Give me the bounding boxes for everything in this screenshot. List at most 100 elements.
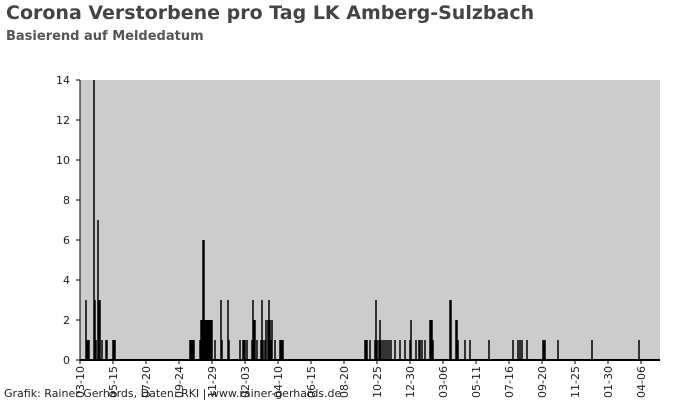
y-tick-label: 0	[63, 354, 70, 367]
bar	[369, 340, 371, 360]
bar	[638, 340, 640, 360]
y-tick-label: 2	[63, 314, 70, 327]
bar	[192, 340, 194, 360]
bar	[519, 340, 521, 360]
x-tick-label: 03-06	[437, 366, 450, 398]
bar	[419, 340, 421, 360]
bar	[87, 340, 89, 360]
x-tick-label: 05-11	[470, 366, 483, 398]
bar	[456, 320, 458, 360]
bar	[220, 300, 222, 360]
bar	[105, 340, 107, 360]
x-tick-label: 09-20	[536, 366, 549, 398]
bar	[449, 300, 451, 360]
bar	[431, 320, 433, 360]
bar	[86, 340, 88, 360]
bar	[469, 340, 471, 360]
bar	[455, 320, 457, 360]
bar	[379, 320, 381, 360]
bar	[199, 340, 201, 360]
bar	[430, 320, 432, 360]
bar	[542, 340, 544, 360]
bar	[95, 340, 97, 360]
bar	[517, 340, 519, 360]
bar	[365, 340, 367, 360]
bar	[421, 340, 423, 360]
bar	[243, 340, 245, 360]
bar	[193, 340, 195, 360]
bar	[228, 340, 230, 360]
bar	[97, 220, 99, 360]
bar	[101, 340, 103, 360]
bar	[191, 340, 193, 360]
bar	[253, 320, 255, 360]
bar	[457, 340, 459, 360]
bar	[214, 340, 216, 360]
x-tick-label: 03-10	[74, 366, 87, 398]
bar	[279, 340, 281, 360]
bar	[98, 300, 100, 360]
bar	[544, 340, 546, 360]
bar	[376, 340, 378, 360]
bar	[424, 340, 426, 360]
bar	[251, 340, 253, 360]
bar	[190, 340, 192, 360]
bar	[364, 340, 366, 360]
x-tick-label: 08-20	[338, 366, 351, 398]
y-tick-label: 14	[56, 74, 70, 87]
bar	[410, 320, 412, 360]
x-tick-label: 06-15	[305, 366, 318, 398]
x-tick-label: 04-06	[635, 366, 648, 398]
bar	[450, 300, 452, 360]
bar	[200, 320, 202, 360]
bar	[488, 340, 490, 360]
bar	[543, 340, 545, 360]
bar	[388, 340, 390, 360]
bar	[211, 320, 213, 360]
bar	[268, 300, 270, 360]
x-tick-label: 07-20	[140, 366, 153, 398]
bar	[256, 340, 258, 360]
bar	[271, 320, 273, 360]
y-tick-label: 4	[63, 274, 70, 287]
bar	[210, 320, 212, 360]
bar	[399, 340, 401, 360]
bar	[88, 340, 90, 360]
bar	[204, 320, 206, 360]
bar	[99, 300, 101, 360]
bar	[366, 340, 368, 360]
x-tick-label: 01-30	[602, 366, 615, 398]
bar	[415, 340, 417, 360]
bar	[521, 340, 523, 360]
bar	[557, 340, 559, 360]
x-tick-label: 09-24	[173, 366, 186, 398]
bar	[378, 340, 380, 360]
bar	[201, 320, 203, 360]
bar	[221, 340, 223, 360]
x-tick-label: 11-25	[569, 366, 582, 398]
bar	[260, 340, 262, 360]
bar	[94, 300, 96, 360]
bar	[114, 340, 116, 360]
bar	[189, 340, 191, 360]
bar	[591, 340, 593, 360]
bar	[106, 340, 108, 360]
bar	[207, 320, 209, 360]
y-tick-label: 8	[63, 194, 70, 207]
x-tick-label: 07-16	[503, 366, 516, 398]
bar	[281, 340, 283, 360]
x-tick-label: 05-15	[107, 366, 120, 398]
bar	[374, 340, 376, 360]
x-tick-label: 04-10	[272, 366, 285, 398]
bar	[264, 340, 266, 360]
bar	[242, 340, 244, 360]
bar	[93, 80, 95, 360]
x-tick-label: 11-29	[206, 366, 219, 398]
bar	[280, 340, 282, 360]
bar	[432, 340, 434, 360]
bar	[380, 340, 382, 360]
bar	[269, 320, 271, 360]
bar	[274, 340, 276, 360]
bar	[265, 320, 267, 360]
bar	[262, 340, 264, 360]
